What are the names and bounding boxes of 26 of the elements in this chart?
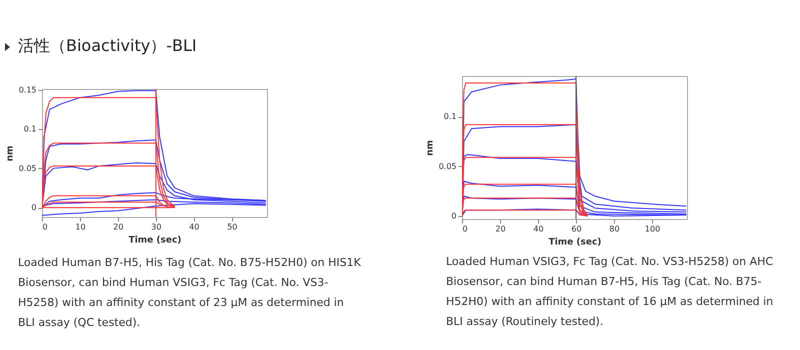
- x-tick-label: 50: [227, 222, 238, 232]
- x-tick-label: 20: [113, 222, 124, 232]
- y-tick-label: 0.15: [18, 85, 36, 94]
- y-tick-label: 0.05: [438, 162, 456, 171]
- text: Loaded Human VSIG3, Fc Tag (Cat. No. VS3-H5258) on AHC Biosensor, can bind Human B7-H5, His Tag (Cat. No. B75-H52H0) with an affinity constant of 16 μM as determined in BLI assay (Routinely tested).: [446, 254, 774, 330]
- x-tick-label: 40: [189, 222, 200, 232]
- x-tick-label: 20: [495, 224, 506, 234]
- y-axis-title: nm: [426, 140, 436, 156]
- x-tick-label: 10: [75, 222, 86, 232]
- y-tick-label: 0.1: [444, 112, 456, 122]
- y-axis-title: nm: [6, 146, 16, 162]
- x-tick-label: 0: [462, 224, 468, 234]
- x-tick-label: 0: [42, 222, 48, 232]
- y-tick-label: 0.05: [18, 164, 36, 173]
- chart-title: 活性（Bioactivity）-BLI: [18, 36, 197, 57]
- x-tick-label: 40: [533, 224, 544, 234]
- x-tick-label: 100: [644, 224, 660, 234]
- x-axis-title: Time (sec): [548, 238, 602, 248]
- x-tick-label: 80: [609, 224, 620, 234]
- text: Loaded Human B7-H5, His Tag (Cat. No. B75-H52H0) on HIS1K Biosensor, can bind Human VSIG3, Fc Tag (Cat. No. VS3-H5258) with an affinity constant of 23 μM as determined in BLI assay (QC tested).: [18, 255, 362, 331]
- y-tick-label: 0: [31, 203, 36, 212]
- x-axis-title: Time (sec): [128, 236, 182, 246]
- y-tick-label: 0: [451, 212, 456, 221]
- x-tick-label: 30: [151, 222, 162, 232]
- y-tick-label: 0.1: [24, 124, 36, 134]
- x-tick-label: 60: [571, 224, 582, 234]
